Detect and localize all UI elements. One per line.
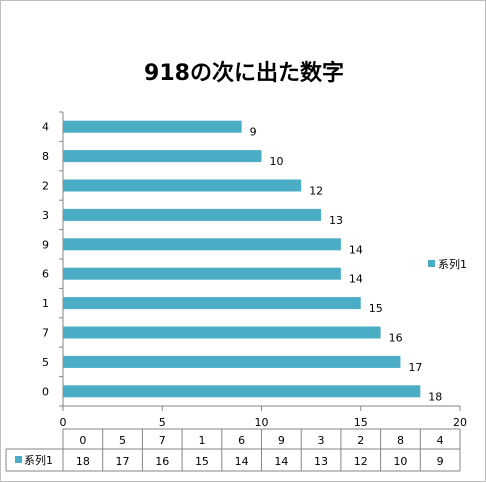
table-header-cell: 0 — [79, 434, 86, 447]
table-header-cell: 6 — [238, 434, 245, 447]
data-label: 14 — [349, 273, 363, 286]
y-tick-label: 0 — [42, 385, 49, 398]
table-value-cell: 12 — [354, 455, 368, 468]
table-value-cell: 10 — [393, 455, 407, 468]
x-tick-label: 20 — [453, 416, 467, 429]
bar — [63, 297, 361, 310]
x-tick-label: 5 — [159, 416, 166, 429]
table-header-cell: 8 — [397, 434, 404, 447]
bar — [63, 385, 421, 398]
table-series-label: 系列1 — [24, 453, 53, 467]
legend-label: 系列1 — [438, 257, 467, 271]
bar — [63, 326, 381, 339]
table-value-cell: 14 — [274, 455, 288, 468]
y-tick-label: 2 — [42, 180, 49, 193]
table-value-cell: 14 — [235, 455, 249, 468]
bar — [63, 150, 262, 163]
x-tick-label: 10 — [255, 416, 269, 429]
x-tick-label: 0 — [60, 416, 67, 429]
data-label: 17 — [408, 361, 422, 374]
table-legend-swatch — [15, 456, 22, 463]
data-label: 10 — [270, 155, 284, 168]
table-header-cell: 7 — [159, 434, 166, 447]
data-label: 18 — [428, 390, 442, 403]
data-label: 12 — [309, 185, 323, 198]
table-value-cell: 17 — [116, 455, 130, 468]
bar — [63, 208, 322, 221]
table-value-cell: 16 — [155, 455, 169, 468]
y-tick-label: 6 — [42, 268, 49, 281]
data-label: 13 — [329, 214, 343, 227]
data-label: 14 — [349, 243, 363, 256]
table-header-cell: 4 — [437, 434, 444, 447]
data-label: 9 — [250, 126, 257, 139]
table-header-cell: 5 — [119, 434, 126, 447]
bar — [63, 179, 302, 192]
y-tick-label: 9 — [42, 238, 49, 251]
chart-title: 918の次に出た数字 — [144, 61, 344, 86]
y-tick-label: 8 — [42, 150, 49, 163]
table-value-cell: 18 — [76, 455, 90, 468]
table-value-cell: 9 — [437, 455, 444, 468]
data-label: 15 — [369, 302, 383, 315]
y-tick-label: 4 — [42, 121, 49, 134]
data-label: 16 — [389, 332, 403, 345]
table-header-cell: 9 — [278, 434, 285, 447]
table-value-cell: 13 — [314, 455, 328, 468]
bar — [63, 120, 242, 133]
bar — [63, 238, 341, 251]
y-tick-label: 1 — [42, 297, 49, 310]
x-tick-label: 15 — [354, 416, 368, 429]
legend-swatch — [428, 260, 435, 267]
y-tick-label: 7 — [42, 327, 49, 340]
table-header-cell: 3 — [318, 434, 325, 447]
table-header-cell: 2 — [357, 434, 364, 447]
bar — [63, 355, 401, 368]
bar — [63, 267, 341, 280]
y-tick-label: 3 — [42, 209, 49, 222]
table-value-cell: 15 — [195, 455, 209, 468]
table-header-cell: 1 — [198, 434, 205, 447]
y-tick-label: 5 — [42, 356, 49, 369]
